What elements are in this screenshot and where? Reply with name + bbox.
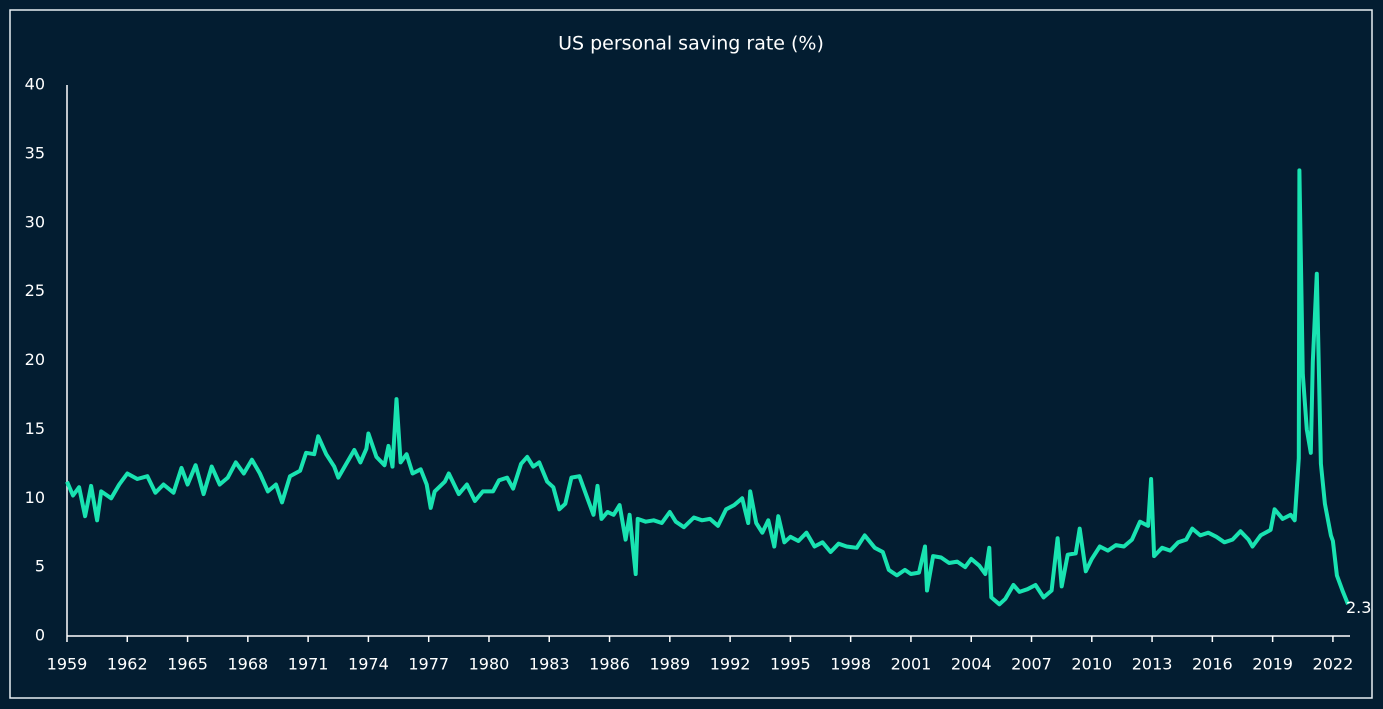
x-tick-label: 2022 <box>1313 655 1354 674</box>
x-tick-label: 1983 <box>529 655 570 674</box>
x-tick-label: 2013 <box>1132 655 1173 674</box>
x-tick-label: 1998 <box>830 655 871 674</box>
y-tick-label: 5 <box>35 557 45 576</box>
x-tick-label: 1995 <box>770 655 811 674</box>
chart-title: US personal saving rate (%) <box>558 33 824 55</box>
end-label: 2.3 <box>1346 598 1371 617</box>
y-tick-label: 0 <box>35 626 45 645</box>
x-tick-label: 1989 <box>649 655 690 674</box>
y-tick-label: 25 <box>25 281 45 300</box>
x-tick-label: 2007 <box>1011 655 1052 674</box>
y-tick-label: 30 <box>25 212 45 231</box>
x-tick-label: 1959 <box>47 655 88 674</box>
x-tick-label: 1980 <box>469 655 510 674</box>
x-tick-label: 1977 <box>408 655 449 674</box>
x-tick-label: 1974 <box>348 655 389 674</box>
x-tick-label: 1992 <box>710 655 751 674</box>
y-tick-label: 35 <box>25 143 45 162</box>
line <box>65 168 1350 607</box>
x-tick-label: 1965 <box>167 655 208 674</box>
y-tick-label: 40 <box>25 75 45 94</box>
x-tick-label: 1962 <box>107 655 148 674</box>
y-tick-label: 15 <box>25 419 45 438</box>
x-tick-label: 2016 <box>1192 655 1233 674</box>
x-tick-label: 2004 <box>951 655 992 674</box>
x-tick-label: 2010 <box>1071 655 1112 674</box>
frame <box>9 9 1373 699</box>
x-tick-label: 2001 <box>891 655 932 674</box>
x-tick-label: 2019 <box>1252 655 1293 674</box>
x-tick-label: 1968 <box>227 655 268 674</box>
y-tick-label: 10 <box>25 488 45 507</box>
y-tick-label: 20 <box>25 350 45 369</box>
x-tick-label: 1971 <box>288 655 329 674</box>
x-tick-label: 1986 <box>589 655 630 674</box>
